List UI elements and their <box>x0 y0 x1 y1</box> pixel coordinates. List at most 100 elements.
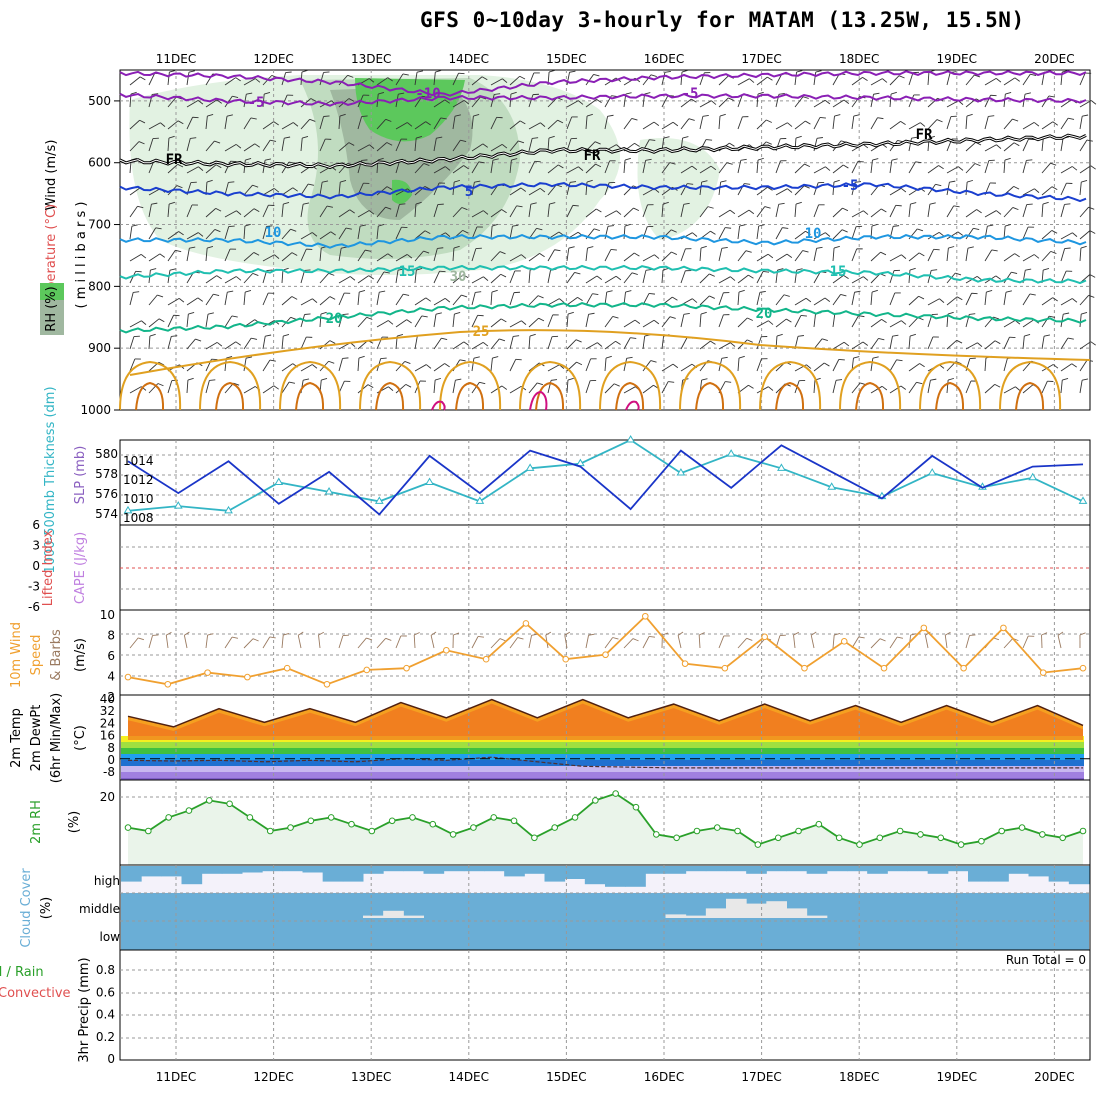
cloud-bar-high <box>423 866 445 874</box>
y-tick-thickness: 574 <box>95 507 118 521</box>
y-tick-slp: 1010 <box>123 492 154 506</box>
y-tick-temp: 32 <box>100 704 115 718</box>
data-point <box>721 664 729 672</box>
data-point <box>283 664 291 672</box>
cloud-bar-high <box>403 866 424 872</box>
data-point <box>246 814 254 821</box>
data-point <box>777 463 786 471</box>
ylabel-cloud-unit: (%) <box>39 897 54 920</box>
date-tick-top: 19DEC <box>937 52 977 66</box>
y-tick-slp: 1012 <box>123 473 154 487</box>
y-ticks-cape: 6 3 0 -3 -6 <box>28 518 40 614</box>
date-tick-top: 13DEC <box>351 52 391 66</box>
y-tick-precip: 0.8 <box>96 963 115 977</box>
data-point <box>449 831 457 838</box>
ylabel-wind: Wind (m/s) <box>44 140 59 211</box>
data-point <box>123 505 133 514</box>
cloud-bar-high <box>907 866 929 872</box>
data-point <box>403 664 410 672</box>
data-point <box>266 827 274 835</box>
data-point <box>998 827 1006 835</box>
data-point <box>425 477 434 485</box>
cloud-bar-high <box>181 866 203 885</box>
y-tick-wind: 10 <box>100 608 115 622</box>
y-tick-upper: 600 <box>88 156 111 170</box>
ylabel-precip-conv: Convective <box>0 986 71 1001</box>
rh2m-panel: 20 <box>100 779 1091 866</box>
ylabel-speed: Speed <box>29 635 44 676</box>
y-tick-rh: 20 <box>100 790 115 804</box>
y-tick-wind: 6 <box>107 649 115 663</box>
ylabel-temp2m: 2m Temp <box>9 708 24 768</box>
data-point <box>641 612 649 620</box>
ylabel-barbs: & Barbs <box>49 629 64 681</box>
date-tick-bottom: 15DEC <box>546 1070 586 1084</box>
wind10-panel: 10 8 6 4 2 <box>100 608 1091 704</box>
chart-title: GFS 0~10day 3-hourly for MATAM (13.25W, … <box>420 8 1025 32</box>
cloud-bar-high <box>383 866 404 872</box>
data-point <box>1078 496 1088 504</box>
cloud-bar-high <box>302 866 324 873</box>
date-tick-top: 15DEC <box>546 52 586 66</box>
y-tick-thickness: 580 <box>95 447 118 461</box>
data-point <box>224 505 233 514</box>
data-point <box>348 820 355 828</box>
cloud-bar-high <box>443 866 465 872</box>
contour-line <box>119 70 1087 97</box>
data-point <box>927 468 937 476</box>
cloud-bar-high <box>221 866 243 874</box>
y-tick-precip: 0 <box>107 1052 115 1066</box>
data-point <box>226 800 233 808</box>
data-point <box>1059 834 1066 842</box>
data-point <box>774 834 782 842</box>
cloud-bar-high <box>625 866 646 887</box>
data-point <box>761 633 768 641</box>
data-point <box>1018 824 1026 831</box>
cloud-bar-middle <box>363 915 384 918</box>
cloud-level-labels: high middle low <box>79 874 120 944</box>
y-tick-temp: 24 <box>100 716 115 730</box>
y-tick-wind: 4 <box>107 670 115 684</box>
date-tick-bottom: 17DEC <box>741 1070 781 1084</box>
data-point <box>551 824 559 831</box>
data-point <box>920 624 928 632</box>
cloud-bar-high <box>665 866 687 874</box>
data-point <box>693 827 701 835</box>
ylabel-cloud: Cloud Cover <box>19 868 34 948</box>
y-tick-slp: 1014 <box>123 454 154 468</box>
cloud-bar-middle <box>685 915 707 918</box>
date-tick-bottom: 11DEC <box>156 1070 196 1084</box>
y-tick-wind: 8 <box>107 629 115 643</box>
data-point <box>470 824 477 831</box>
data-point <box>327 814 335 821</box>
data-point <box>124 824 132 831</box>
precip-panel: 0.8 0.6 0.4 0.2 0 Run Total = 0 <box>96 949 1091 1066</box>
y-tick-upper: 700 <box>88 218 111 232</box>
contour-label: 25 <box>473 324 490 340</box>
data-point <box>204 669 211 676</box>
contour-line <box>119 92 1087 107</box>
cloud-bar-high <box>645 866 666 874</box>
contour-label: 10 <box>265 225 282 241</box>
date-tick-top: 18DEC <box>839 52 879 66</box>
ylabel-thickness: 1000-500mb Thickness (dm) <box>43 386 58 573</box>
cloud-bar-high <box>363 866 384 874</box>
cloud-bar-high <box>564 866 586 879</box>
cloud-bar-middle <box>746 903 767 918</box>
data-point <box>324 486 334 495</box>
date-tick-top: 17DEC <box>741 52 781 66</box>
cloud-bar-middle <box>665 914 687 918</box>
cloud-bar-high <box>968 866 989 882</box>
data-point <box>856 841 863 848</box>
date-tick-top: 12DEC <box>253 52 293 66</box>
cloud-bar-middle <box>806 915 828 918</box>
data-point <box>840 638 848 645</box>
cloud-bar-high <box>544 866 566 882</box>
date-tick-top: 16DEC <box>644 52 684 66</box>
cloud-bar-high <box>463 866 485 872</box>
contour-labels: -5 -10 -5 FR FR FR 5 -5 10 10 15 15 20 20 25 30 <box>166 86 933 340</box>
y-tick-cape: 3 <box>32 539 40 553</box>
ylabel-precip-total: Total / Rain <box>0 965 44 980</box>
